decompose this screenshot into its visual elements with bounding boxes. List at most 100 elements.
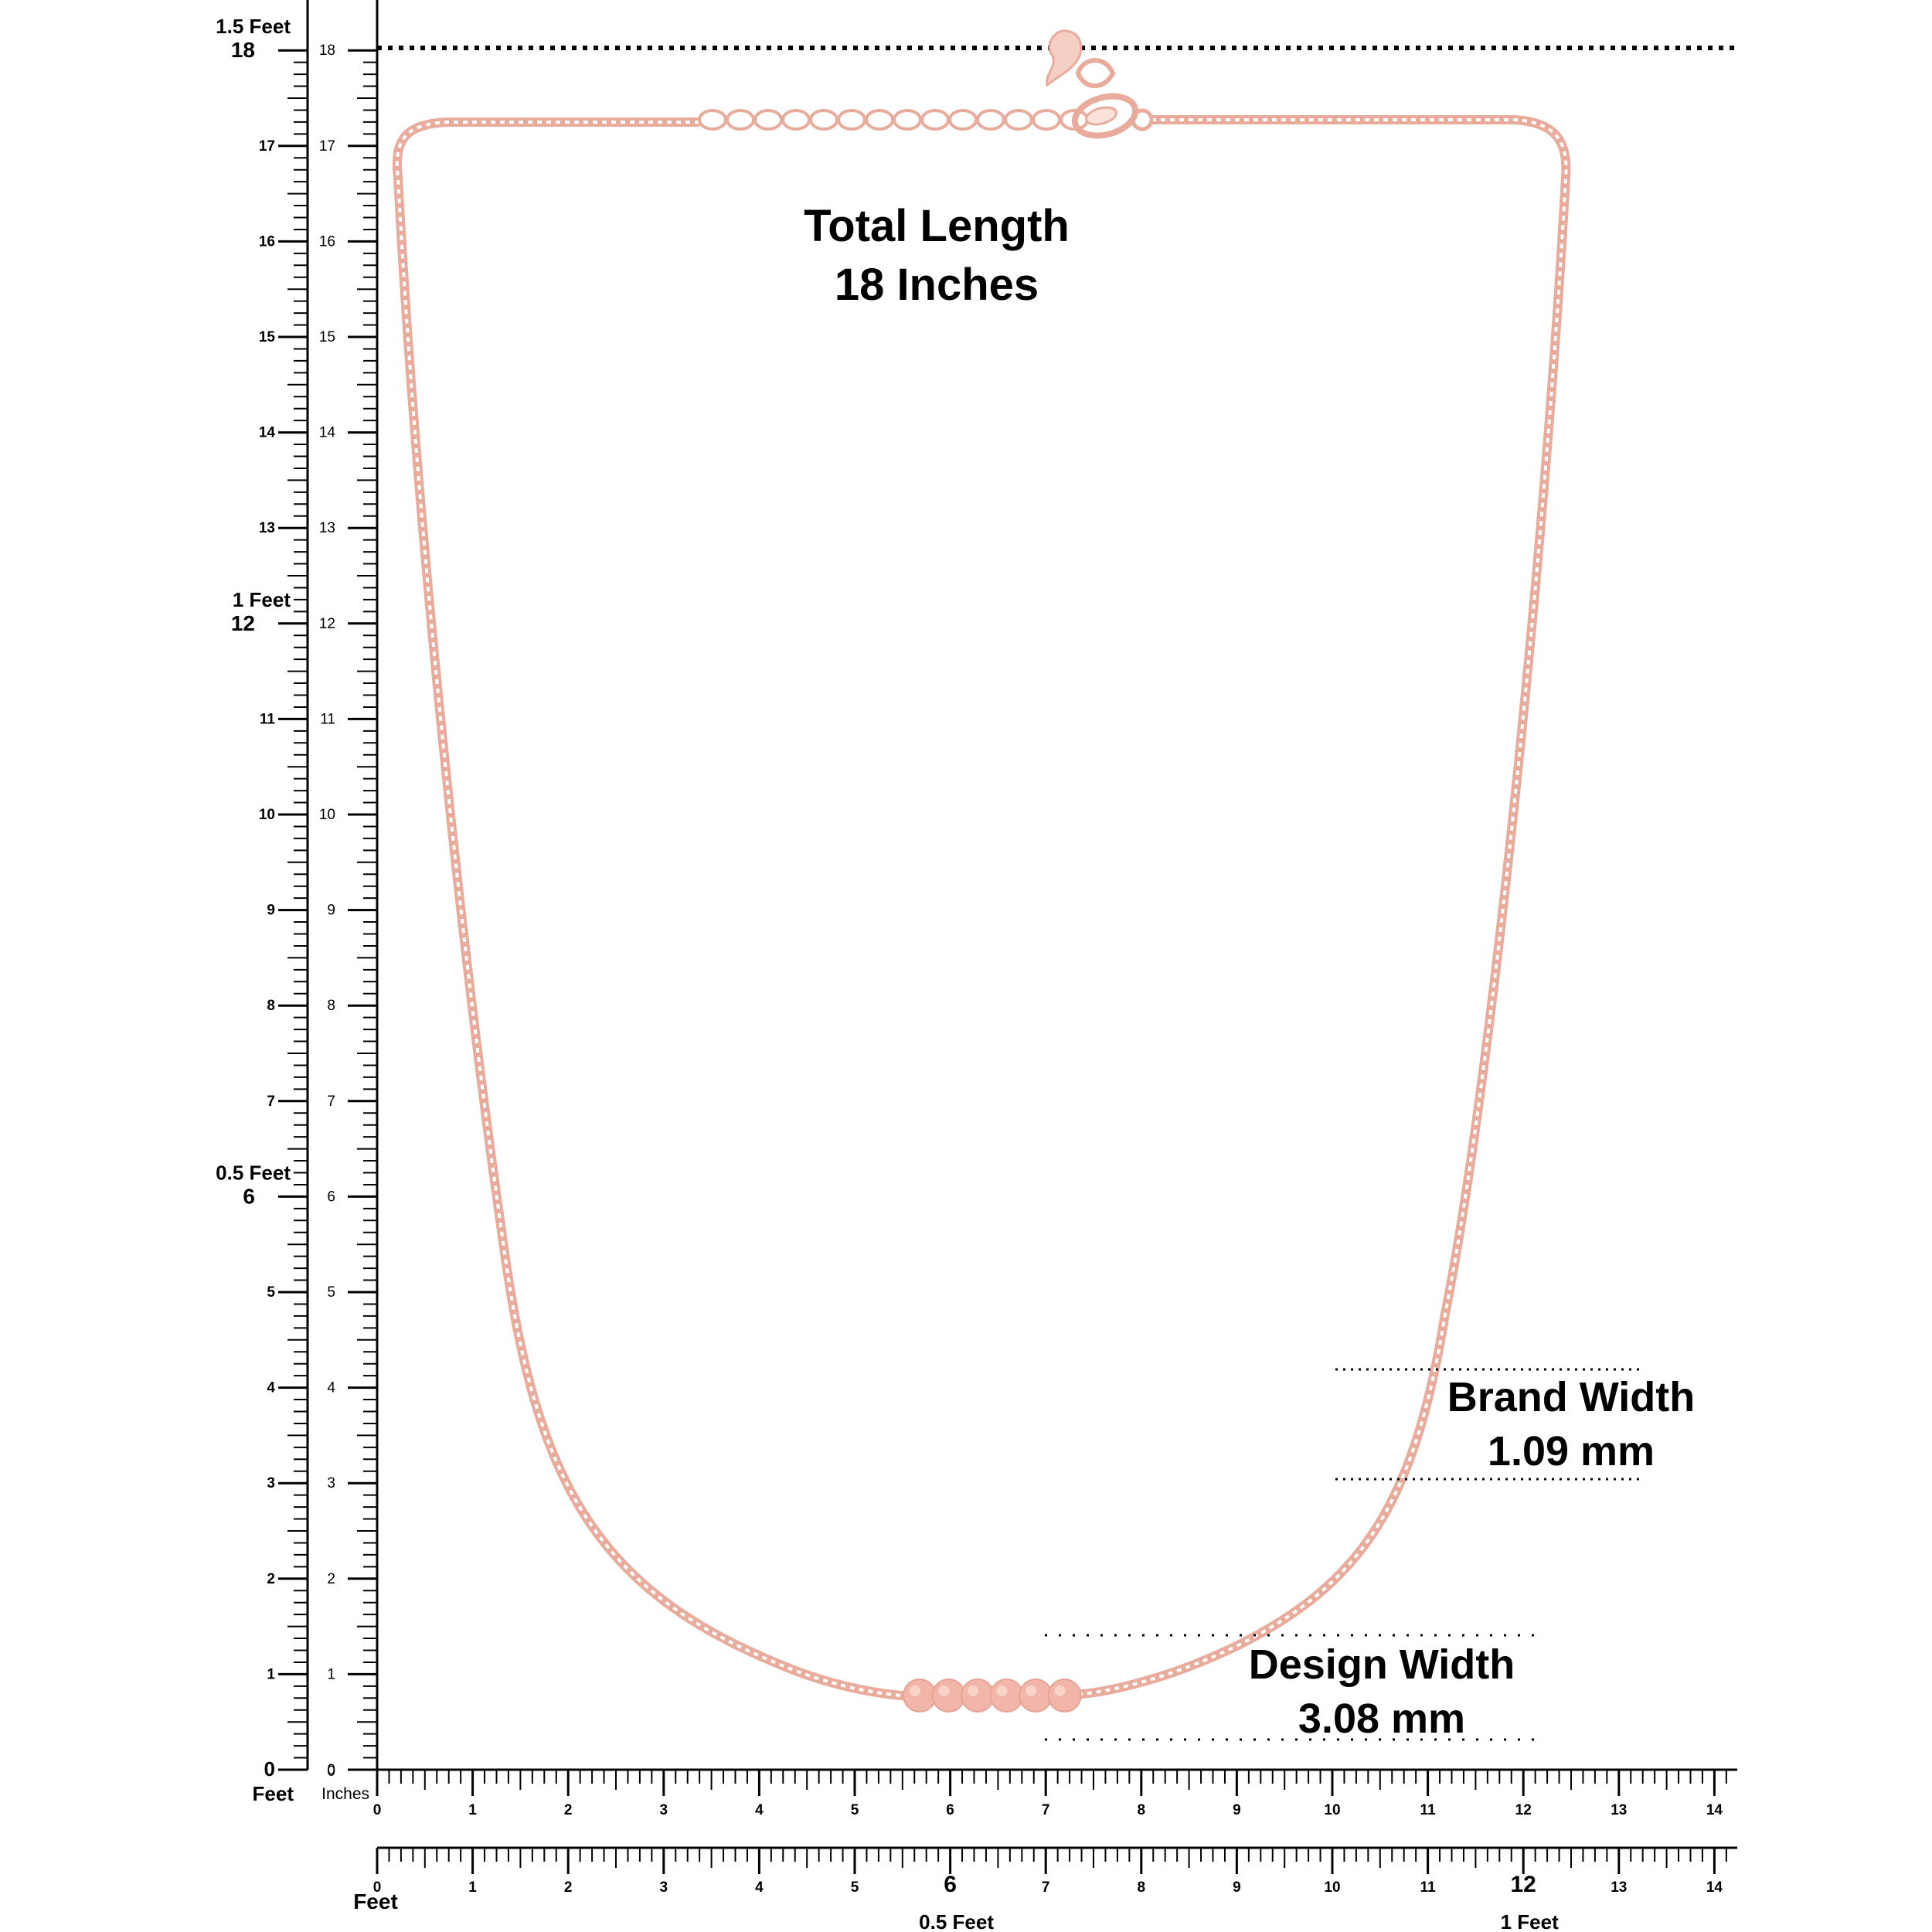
ruler-inch-label: 14	[259, 425, 276, 441]
ruler-inch-label: 1	[468, 1879, 477, 1896]
ruler-inch-label: 13	[1611, 1879, 1627, 1896]
extender-link	[781, 109, 811, 131]
bead	[903, 1679, 937, 1713]
ruler-feet-unit: Feet	[253, 1782, 294, 1805]
extender-link	[726, 109, 755, 131]
bead	[931, 1679, 966, 1713]
ruler-zero-label: 0	[327, 1764, 335, 1780]
ruler-inch-label: 11	[1420, 1802, 1437, 1818]
bead	[1019, 1679, 1053, 1713]
extender-link	[809, 109, 838, 131]
ruler-inch-label: 16	[319, 233, 335, 250]
ruler-feet-label: 1 Feet	[233, 588, 291, 611]
ruler-inch-label: 7	[1042, 1879, 1050, 1896]
ruler-feet-inch-label: 12	[231, 611, 255, 635]
bead	[961, 1679, 995, 1713]
ruler-inch-label: 4	[267, 1380, 275, 1396]
vertical-ruler: 0112233445567788991010111112131314141515…	[216, 0, 379, 1805]
ruler-inch-label: 8	[267, 998, 275, 1014]
ruler-zero-label: 0	[264, 1757, 275, 1781]
ruler-inch-label: 6	[327, 1189, 335, 1205]
ruler-inch-label: 6	[944, 1872, 957, 1897]
ruler-inch-label: 15	[259, 329, 276, 345]
ruler-inch-label: 13	[259, 520, 275, 536]
bead-highlight	[910, 1685, 920, 1696]
brand-width-label: Brand Width	[1447, 1374, 1695, 1420]
necklace	[392, 29, 1571, 1713]
ruler-inch-label: 9	[267, 903, 275, 919]
lobster-clasp	[1071, 58, 1154, 139]
ruler-inch-label: 10	[259, 807, 275, 823]
bead-highlight	[996, 1685, 1008, 1696]
ruler-inch-label: 1	[327, 1666, 335, 1682]
ruler-feet-label: 1.5 Feet	[216, 15, 291, 38]
bead	[989, 1679, 1024, 1713]
ruler-inch-label: 7	[1042, 1802, 1050, 1818]
ruler-inch-label: 3	[660, 1802, 668, 1818]
ruler-inch-label: 0	[373, 1879, 382, 1896]
bead	[1047, 1679, 1082, 1713]
extender-link	[976, 109, 1005, 131]
extender-chain	[698, 109, 1089, 131]
ruler-inch-label: 12	[1515, 1802, 1532, 1818]
ruler-inch-label: 6	[946, 1802, 954, 1818]
ruler-inch-label: 5	[851, 1879, 859, 1896]
ruler-inch-label: 17	[259, 138, 275, 155]
ruler-inch-label: 2	[327, 1571, 335, 1587]
ruler-inch-label: 9	[1233, 1879, 1241, 1896]
extender-link	[865, 109, 894, 131]
ruler-inch-label: 0	[373, 1802, 382, 1818]
ruler-inch-label: 11	[320, 711, 335, 727]
total-length-value: 18 Inches	[835, 260, 1039, 310]
ruler-inch-label: 10	[319, 807, 335, 823]
extender-link	[1004, 109, 1033, 131]
bead-highlight	[968, 1685, 978, 1696]
design-width-value: 3.08 mm	[1298, 1696, 1465, 1742]
ruler-inch-label: 14	[1706, 1879, 1723, 1896]
ruler-inch-label: 3	[267, 1475, 275, 1492]
ruler-inch-label: 2	[564, 1802, 573, 1818]
ruler-feet-label: 1 Feet	[1501, 1910, 1559, 1932]
horizontal-ruler-inches: 0 1 2 3 4 5 6 7 8 9 10 11 12 13 14	[373, 1768, 1737, 1818]
ruler-inch-label: 18	[319, 43, 335, 59]
ruler-inch-label: 4	[327, 1380, 335, 1396]
extender-link	[837, 109, 866, 131]
brand-width-value: 1.09 mm	[1488, 1428, 1655, 1475]
ruler-inch-label: 13	[319, 520, 335, 536]
ruler-feet-unit: Feet	[353, 1889, 398, 1913]
bead-highlight	[1026, 1685, 1036, 1696]
ruler-inch-label: 8	[1138, 1879, 1146, 1896]
ruler-inch-label: 10	[1324, 1879, 1340, 1896]
ruler-inch-label: 2	[564, 1879, 573, 1896]
ruler-inch-label: 5	[267, 1284, 275, 1301]
ruler-feet-label: 0.5 Feet	[216, 1161, 291, 1184]
ruler-inch-label: 12	[1511, 1872, 1536, 1897]
ruler-inch-label: 4	[755, 1802, 764, 1818]
ruler-inch-label: 14	[1706, 1802, 1723, 1818]
ruler-inch-label: 9	[327, 903, 335, 919]
extender-link	[753, 109, 783, 131]
ruler-inch-label: 9	[1233, 1802, 1241, 1818]
ruler-inch-label: 13	[1611, 1802, 1627, 1818]
ruler-inch-label: 7	[327, 1094, 335, 1110]
ruler-inch-label: 3	[660, 1879, 668, 1896]
chain-inner	[395, 121, 928, 1699]
extender-link	[893, 109, 922, 131]
ruler-inch-label: 14	[319, 425, 336, 441]
ruler-inch-label: 17	[319, 138, 335, 155]
ruler-feet-inch-label: 6	[243, 1184, 255, 1208]
ruler-inch-label: 1	[468, 1802, 477, 1818]
ruler-feet-label: 0.5 Feet	[919, 1910, 994, 1932]
ruler-inch-label: 1	[267, 1666, 275, 1682]
extender-link	[1032, 109, 1061, 131]
bead-highlight	[938, 1685, 950, 1696]
ruler-inch-label: 5	[327, 1284, 335, 1301]
design-width-label: Design Width	[1249, 1641, 1515, 1688]
chain-right-inner	[1070, 118, 1568, 1696]
ruler-inch-label: 0	[327, 1762, 335, 1778]
total-length-title: Total Length	[804, 201, 1070, 251]
chain	[392, 117, 928, 1702]
ruler-inch-label: 12	[319, 616, 335, 632]
